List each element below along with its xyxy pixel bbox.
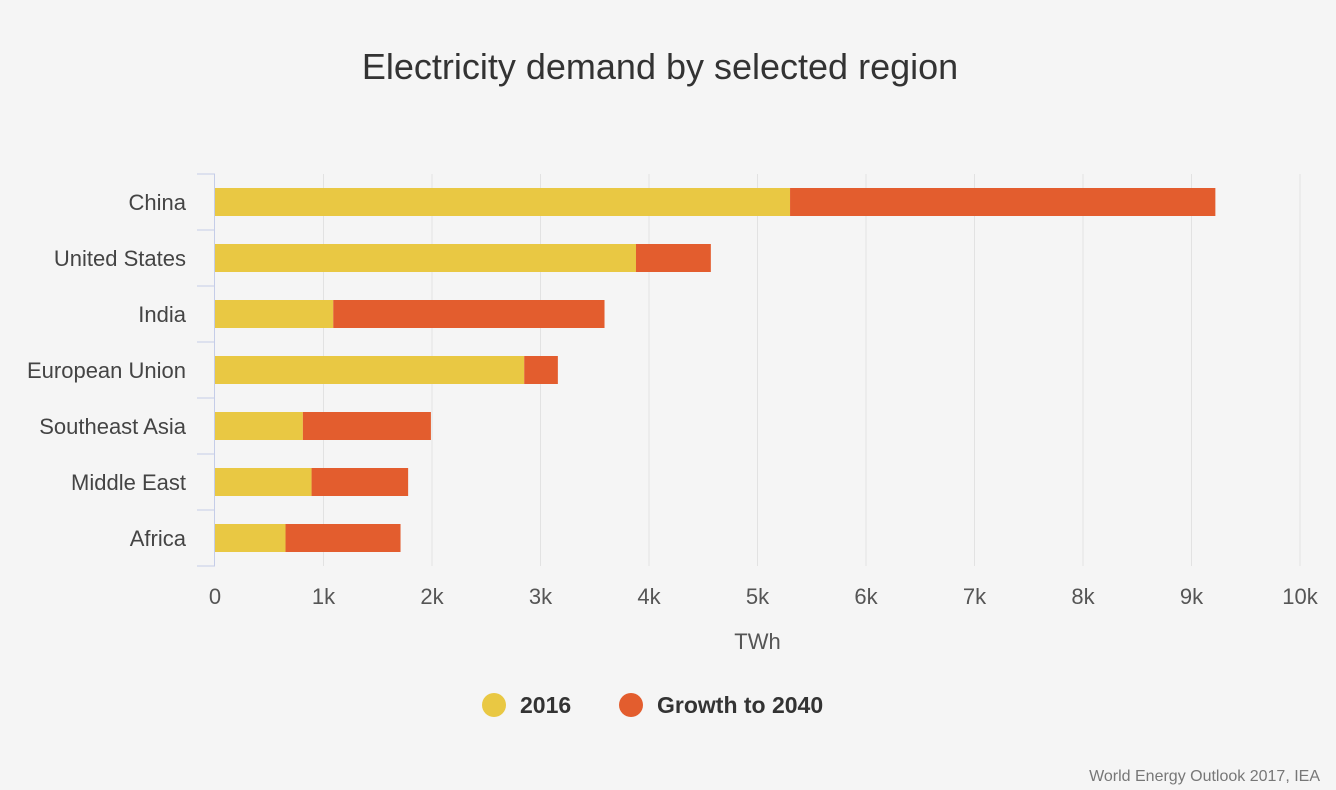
bar-2016[interactable]	[215, 356, 525, 384]
x-tick-label: 9k	[1180, 584, 1204, 609]
bar-growth-to-2040[interactable]	[524, 356, 558, 384]
x-tick-label: 7k	[963, 584, 987, 609]
source-credit: World Energy Outlook 2017, IEA	[1089, 768, 1320, 785]
bar-growth-to-2040[interactable]	[285, 524, 401, 552]
bar-2016[interactable]	[215, 188, 791, 216]
legend-label[interactable]: Growth to 2040	[657, 692, 823, 718]
category-label: European Union	[27, 358, 186, 383]
x-tick-label: 3k	[529, 584, 553, 609]
bar-2016[interactable]	[215, 524, 286, 552]
x-tick-label: 0	[209, 584, 221, 609]
category-label: Southeast Asia	[39, 414, 187, 439]
x-tick-label: 8k	[1071, 584, 1095, 609]
legend-label[interactable]: 2016	[520, 692, 571, 718]
bar-2016[interactable]	[215, 412, 303, 440]
bar-growth-to-2040[interactable]	[790, 188, 1216, 216]
chart-title: Electricity demand by selected region	[361, 46, 959, 87]
bar-2016[interactable]	[215, 300, 334, 328]
category-label: India	[138, 302, 186, 327]
legend-swatch[interactable]	[619, 693, 643, 717]
category-label: China	[129, 190, 187, 215]
bar-growth-to-2040[interactable]	[311, 468, 409, 496]
legend-swatch[interactable]	[482, 693, 506, 717]
x-tick-label: 5k	[746, 584, 770, 609]
x-tick-label: 2k	[420, 584, 444, 609]
x-tick-label: 6k	[854, 584, 878, 609]
bar-2016[interactable]	[215, 468, 312, 496]
x-tick-label: 4k	[637, 584, 661, 609]
x-tick-label: 1k	[312, 584, 336, 609]
category-label: Africa	[130, 526, 187, 551]
x-tick-label: 10k	[1282, 584, 1318, 609]
x-axis-title: TWh	[734, 629, 780, 654]
bar-growth-to-2040[interactable]	[635, 244, 711, 272]
bar-2016[interactable]	[215, 244, 636, 272]
bar-growth-to-2040[interactable]	[302, 412, 431, 440]
category-label: United States	[54, 246, 186, 271]
category-label: Middle East	[71, 470, 186, 495]
bar-growth-to-2040[interactable]	[333, 300, 605, 328]
